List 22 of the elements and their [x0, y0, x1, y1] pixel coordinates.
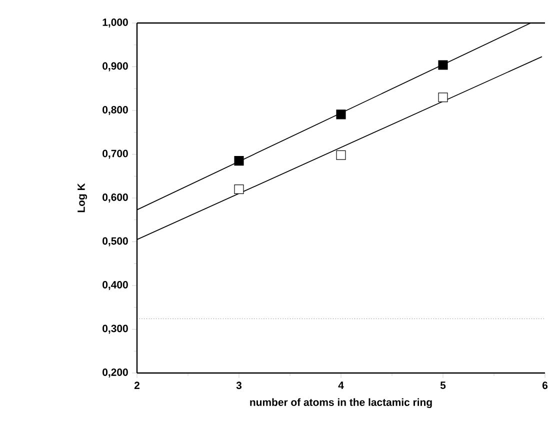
point	[438, 92, 448, 102]
y-tick-label: 0,800	[102, 106, 128, 115]
point	[336, 150, 346, 160]
x-axis-title: number of atoms in the lactamic ring	[250, 398, 432, 408]
y-tick-label: 0,200	[102, 368, 128, 378]
y-tick-label: 0,700	[102, 150, 128, 159]
point	[336, 110, 346, 120]
y-tick-label: 0,600	[102, 194, 128, 202]
point	[234, 156, 244, 166]
y-tick-label: 0,500	[102, 237, 128, 246]
y-axis-title: Log K	[78, 183, 88, 212]
x-tick-label: 4	[338, 382, 344, 389]
x-tick-label: 6	[542, 382, 548, 390]
point	[438, 60, 448, 70]
y-tick-label: 0,400	[102, 281, 128, 290]
x-tick-label: 5	[440, 382, 446, 389]
point	[234, 184, 244, 194]
y-tick-label: 0,300	[102, 324, 128, 334]
x-tick-label: 3	[236, 382, 242, 390]
y-tick-label: 0,900	[102, 62, 128, 72]
x-tick-label: 2	[134, 382, 140, 389]
y-tick-label: 1,000	[102, 18, 128, 28]
